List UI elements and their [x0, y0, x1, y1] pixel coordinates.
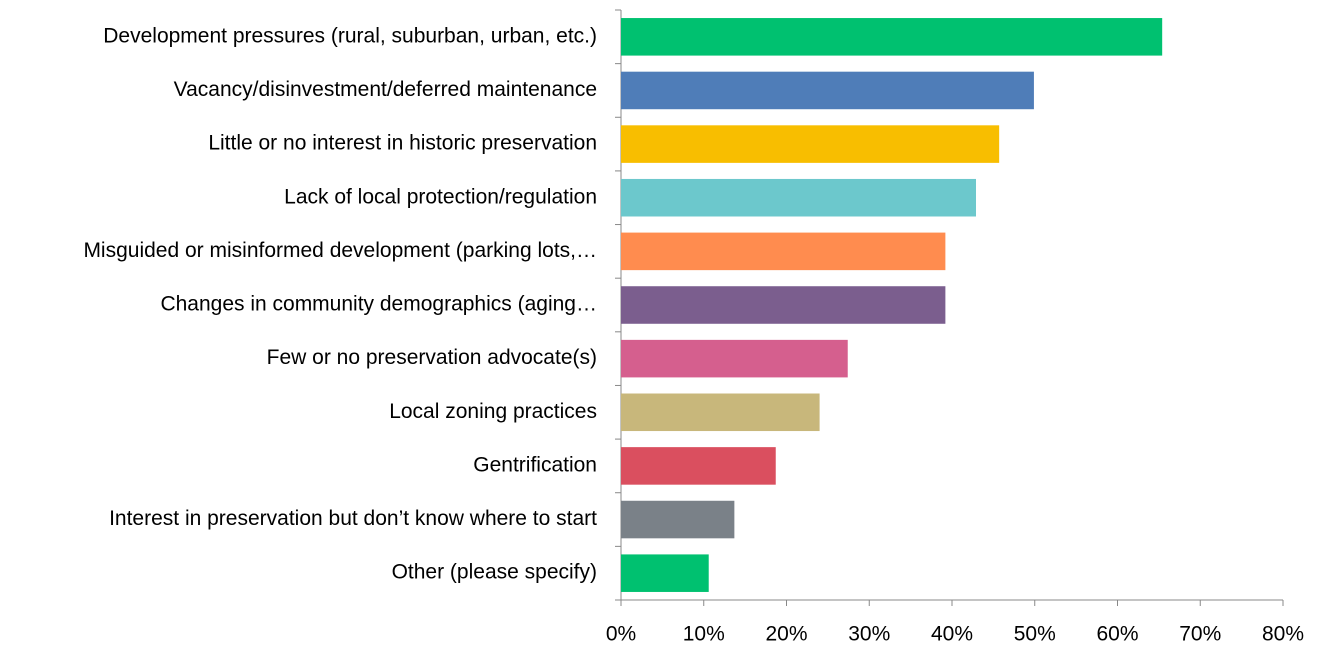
y-tick-label: Gentrification: [473, 453, 597, 476]
y-tick-label: Interest in preservation but don’t know …: [109, 507, 597, 530]
y-tick-label: Development pressures (rural, suburban, …: [103, 24, 597, 47]
bar: [621, 447, 776, 485]
y-tick-label: Little or no interest in historic preser…: [208, 132, 597, 155]
y-tick-label: Vacancy/disinvestment/deferred maintenan…: [174, 78, 597, 101]
x-tick-label: 30%: [848, 623, 890, 645]
bar: [621, 18, 1163, 56]
bar: [621, 554, 709, 592]
bar: [621, 71, 1034, 110]
bar: [621, 339, 848, 378]
x-tick-label: 0%: [606, 623, 636, 645]
bar: [621, 232, 946, 271]
y-tick-label: Few or no preservation advocate(s): [267, 346, 597, 369]
x-tick-label: 10%: [683, 623, 725, 645]
bar: [621, 286, 946, 324]
bar: [621, 393, 820, 432]
x-tick-label: 20%: [765, 623, 807, 645]
y-tick-label: Local zoning practices: [389, 400, 597, 423]
y-tick-label: Other (please specify): [392, 561, 597, 584]
y-tick-label: Misguided or misinformed development (pa…: [83, 239, 597, 262]
bar: [621, 500, 735, 539]
x-tick-label: 50%: [1014, 623, 1056, 645]
x-tick-label: 70%: [1179, 623, 1221, 645]
bar: [621, 178, 976, 217]
x-tick-label: 80%: [1262, 623, 1304, 645]
x-tick-label: 40%: [931, 623, 973, 645]
bar: [621, 125, 1000, 163]
x-tick-label: 60%: [1096, 623, 1138, 645]
y-tick-label: Lack of local protection/regulation: [284, 185, 597, 208]
y-tick-label: Changes in community demographics (aging…: [160, 293, 597, 316]
